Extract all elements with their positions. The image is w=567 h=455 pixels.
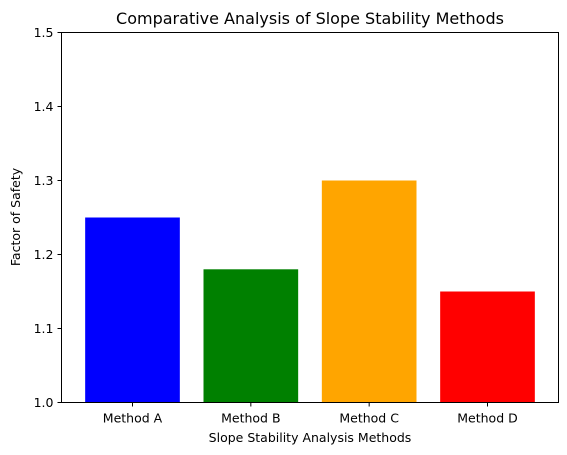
bar-method-d xyxy=(440,291,535,403)
y-axis: 1.0 1.1 1.2 1.3 1.4 1.5 xyxy=(34,25,62,410)
y-tick-label: 1.2 xyxy=(34,247,54,262)
bars-group xyxy=(85,180,535,403)
y-axis-label: Factor of Safety xyxy=(8,167,23,266)
x-tick-label: Method B xyxy=(221,411,280,426)
x-axis: Method A Method B Method C Method D xyxy=(103,402,518,426)
x-axis-label: Slope Stability Analysis Methods xyxy=(209,430,412,445)
bar-method-b xyxy=(203,269,299,403)
y-tick-label: 1.1 xyxy=(34,321,54,336)
y-tick-label: 1.3 xyxy=(34,173,54,188)
y-tick-label: 1.5 xyxy=(34,25,54,40)
bar-method-c xyxy=(321,180,417,403)
x-tick-label: Method D xyxy=(457,411,517,426)
x-tick-label: Method A xyxy=(103,411,163,426)
bar-method-a xyxy=(85,217,180,403)
y-tick-label: 1.4 xyxy=(34,99,54,114)
plot-frame xyxy=(61,32,559,403)
y-tick-label: 1.0 xyxy=(34,395,54,410)
x-tick-label: Method C xyxy=(339,411,399,426)
chart-title: Comparative Analysis of Slope Stability … xyxy=(116,9,504,28)
